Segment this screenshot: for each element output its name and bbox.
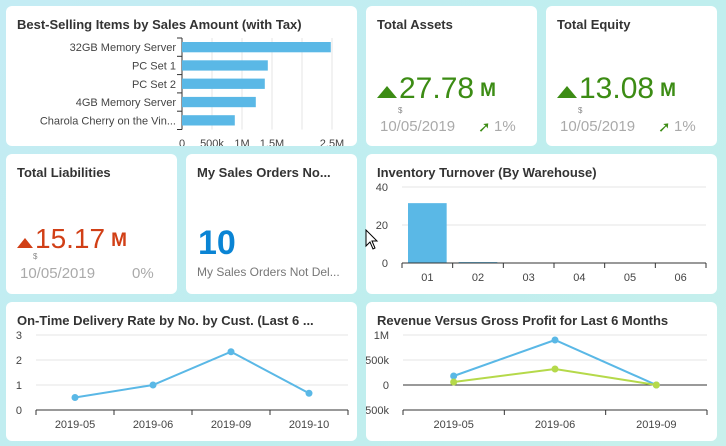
x-tick-label: 2019-10 [289, 419, 329, 431]
triangle-up-icon [17, 238, 33, 248]
data-point [305, 389, 313, 397]
mouse-cursor-icon [365, 229, 379, 250]
triangle-up-icon [557, 86, 577, 98]
orders-count: 10 [198, 224, 236, 262]
kpi-date: 10/05/2019 [20, 265, 96, 282]
x-tick-label: 2019-05 [433, 419, 473, 431]
orders-subtitle: My Sales Orders Not Del... [197, 265, 340, 279]
kpi-change: 1% [674, 118, 696, 135]
x-tick-label: 06 [675, 272, 687, 284]
category-label: PC Set 1 [132, 60, 176, 72]
bar [182, 96, 256, 108]
currency: $ [398, 106, 403, 115]
x-tick-label: 03 [523, 272, 535, 284]
card-title: Total Liabilities [17, 165, 111, 180]
inventory-card[interactable]: Inventory Turnover (By Warehouse) 0 20 40 0… [366, 154, 717, 294]
kpi-date: 10/05/2019 [560, 118, 636, 135]
card-title: Total Assets [377, 17, 453, 32]
card-title: Revenue Versus Gross Profit for Last 6 M… [377, 313, 669, 328]
total-assets-card[interactable]: Total Assets 27.78 M $ 10/05/2019 ➚ 1% [366, 6, 537, 146]
kpi-number: 27.78 [399, 72, 475, 105]
y-tick-label: -500k [366, 405, 389, 417]
kpi-change: 1% [494, 118, 516, 135]
kpi-value: 13.08 M [557, 74, 676, 104]
y-tick-label: 0 [383, 380, 389, 392]
category-label: 4GB Memory Server [76, 97, 177, 109]
best-selling-chart: 0 500k 1M 1.5M 2.5M 32GB Memory Server PC Set … [40, 37, 344, 146]
data-point [551, 336, 559, 344]
y-tick-label: 20 [376, 220, 388, 232]
bar [182, 115, 235, 126]
card-title: On-Time Delivery Rate by No. by Cust. (L… [17, 313, 314, 328]
x-tick-label: 02 [472, 272, 484, 284]
y-tick-label: 0 [16, 405, 22, 417]
kpi-unit: M [111, 230, 127, 251]
kpi-number: 15.17 [35, 223, 106, 254]
data-point [71, 394, 79, 401]
currency: $ [578, 106, 583, 115]
bar [182, 60, 268, 71]
best-selling-card[interactable]: Best-Selling Items by Sales Amount (with… [6, 6, 357, 146]
y-tick-label: 500k [366, 355, 389, 367]
inventory-chart: 0 20 40 01 02 03 04 05 06 [376, 182, 707, 284]
x-tick-label: 2019-06 [535, 419, 575, 431]
category-label: PC Set 2 [132, 79, 176, 91]
x-tick-label: 2019-05 [55, 419, 95, 431]
delivery-card[interactable]: On-Time Delivery Rate by No. by Cust. (L… [6, 302, 357, 441]
data-point [551, 365, 559, 373]
x-tick-label: 0 [179, 138, 185, 146]
category-label: Charola Cherry on the Vin... [40, 115, 176, 127]
currency: $ [33, 252, 38, 261]
triangle-up-icon [377, 86, 397, 98]
total-liabilities-card[interactable]: Total Liabilities 15.17 M $ 10/05/2019 0… [6, 154, 177, 294]
card-title: Inventory Turnover (By Warehouse) [377, 165, 597, 180]
x-tick-label: 1M [234, 138, 249, 146]
kpi-number: 13.08 [579, 72, 655, 105]
card-title: Best-Selling Items by Sales Amount (with… [17, 17, 302, 32]
kpi-date: 10/05/2019 [380, 118, 456, 135]
card-title: My Sales Orders No... [197, 165, 331, 180]
data-point [450, 372, 458, 380]
x-tick-label: 2.5M [320, 138, 344, 146]
x-tick-label: 01 [421, 272, 433, 284]
revenue-card[interactable]: Revenue Versus Gross Profit for Last 6 M… [366, 302, 717, 441]
category-label: 32GB Memory Server [70, 42, 177, 54]
y-tick-label: 1 [16, 380, 22, 392]
x-tick-label: 500k [200, 138, 224, 146]
total-equity-card[interactable]: Total Equity 13.08 M $ 10/05/2019 ➚ 1% [546, 6, 717, 146]
bar [182, 42, 331, 53]
data-point [149, 381, 157, 389]
x-tick-label: 2019-09 [211, 419, 251, 431]
bar [408, 203, 447, 263]
y-tick-label: 3 [16, 330, 22, 342]
data-point [227, 348, 235, 356]
x-tick-label: 04 [573, 272, 585, 284]
bar [182, 78, 265, 89]
delivery-chart: 0 1 2 3 2019-05 2019-06 2019-09 2019-10 [16, 330, 349, 431]
data-point [450, 378, 458, 386]
x-tick-label: 1.5M [260, 138, 284, 146]
x-tick-label: 2019-09 [636, 419, 676, 431]
arrow-up-right-icon: ➚ [658, 119, 671, 136]
card-title: Total Equity [557, 17, 631, 32]
arrow-up-right-icon: ➚ [478, 119, 491, 136]
kpi-value: 15.17 M [17, 224, 127, 254]
y-tick-label: 1M [374, 330, 389, 342]
y-tick-label: 40 [376, 182, 388, 194]
kpi-unit: M [480, 80, 496, 101]
x-tick-label: 2019-06 [133, 419, 173, 431]
data-point [652, 381, 660, 389]
kpi-unit: M [660, 80, 676, 101]
kpi-change: 0% [132, 265, 154, 282]
series-line [74, 350, 310, 399]
y-tick-label: 2 [16, 355, 22, 367]
x-tick-label: 05 [624, 272, 636, 284]
y-tick-label: 0 [382, 258, 388, 270]
sales-orders-card[interactable]: My Sales Orders No... 10 My Sales Orders… [186, 154, 357, 294]
kpi-value: 27.78 M [377, 74, 496, 104]
revenue-chart: -500k 0 500k 1M 2019-05 2019-06 2019-09 [366, 330, 708, 431]
